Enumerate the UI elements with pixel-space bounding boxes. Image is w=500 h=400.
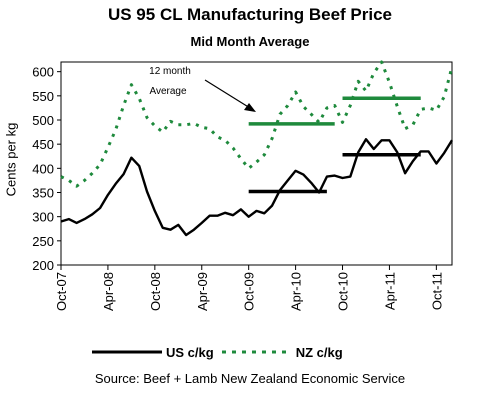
y-tick-label: 250 bbox=[32, 234, 54, 249]
y-tick-label: 500 bbox=[32, 113, 54, 128]
source-note: Source: Beef + Lamb New Zealand Economic… bbox=[94, 371, 406, 386]
x-tick-label: Apr-09 bbox=[195, 272, 210, 311]
legend-label-nz: NZ c/kg bbox=[295, 344, 343, 360]
legend-swatch-nz bbox=[221, 350, 292, 354]
y-tick-label: 300 bbox=[32, 210, 54, 225]
annotation-arrow bbox=[204, 79, 251, 109]
x-tick-label: Oct-08 bbox=[148, 272, 163, 311]
chart-title: US 95 CL Manufacturing Beef Price bbox=[107, 5, 393, 24]
y-tick-label: 550 bbox=[32, 89, 54, 104]
y-tick-label: 200 bbox=[32, 258, 54, 273]
x-tick-label: Apr-10 bbox=[289, 272, 304, 311]
y-tick-label: 350 bbox=[32, 186, 54, 201]
annotation-text: 12 month bbox=[149, 66, 191, 77]
x-tick-label: Oct-11 bbox=[429, 272, 444, 310]
x-tick-label: Oct-07 bbox=[54, 272, 69, 311]
x-tick-label: Apr-11 bbox=[382, 272, 397, 310]
x-tick-label: Oct-09 bbox=[242, 272, 257, 311]
annotation-arrowhead bbox=[244, 103, 256, 112]
y-tick-label: 450 bbox=[32, 137, 54, 152]
line-chart: 200 250 300 350 400 450 500 550 600 Oct-07 Apr-08 O… bbox=[32, 60, 454, 311]
series-line-us bbox=[60, 138, 454, 237]
annotation-text: Average bbox=[149, 86, 187, 97]
chart-subtitle: Mid Month Average bbox=[190, 34, 310, 49]
legend-swatch-us bbox=[92, 350, 162, 354]
y-tick-label: 600 bbox=[32, 65, 54, 80]
x-tick-label: Oct-10 bbox=[336, 272, 351, 311]
y-tick-label: 400 bbox=[32, 161, 54, 176]
legend-label-us: US c/kg bbox=[166, 344, 214, 360]
plot-area bbox=[60, 61, 453, 266]
chart-legend: US c/kg NZ c/kg bbox=[92, 342, 351, 362]
x-tick-label: Apr-08 bbox=[101, 272, 116, 311]
